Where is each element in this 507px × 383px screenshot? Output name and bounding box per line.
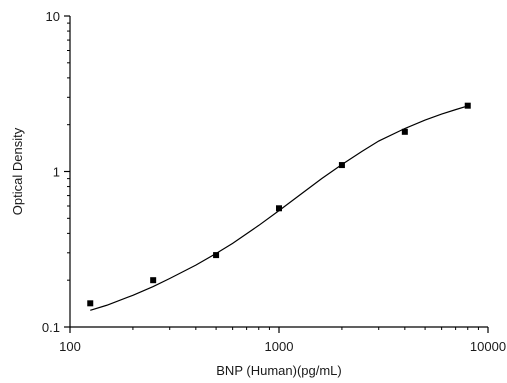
y-tick-label: 0.1 xyxy=(42,320,60,335)
x-tick-label: 100 xyxy=(59,339,81,354)
plot-points-layer xyxy=(87,102,471,307)
data-point-square xyxy=(150,277,157,284)
plot-axes xyxy=(64,15,489,333)
data-point-square xyxy=(401,128,408,135)
y-axis-title: Optical Density xyxy=(10,127,25,215)
fit-curve-line xyxy=(90,105,468,311)
x-tick-label: 10000 xyxy=(470,339,506,354)
data-point-square xyxy=(87,300,94,307)
data-point-square xyxy=(338,162,345,169)
y-tick-label: 10 xyxy=(46,9,60,24)
plot-curve-layer xyxy=(90,105,468,311)
y-tick-label: 1 xyxy=(53,165,60,180)
x-tick-label: 1000 xyxy=(265,339,294,354)
data-point-square xyxy=(276,205,282,212)
data-point-square xyxy=(464,102,471,109)
x-axis-title: BNP (Human)(pg/mL) xyxy=(216,363,341,378)
plot-labels-layer: 100 1000 10000 0.1 1 10 BNP (Human)(pg/mL) Opti… xyxy=(10,9,506,378)
data-point-square xyxy=(213,252,220,259)
